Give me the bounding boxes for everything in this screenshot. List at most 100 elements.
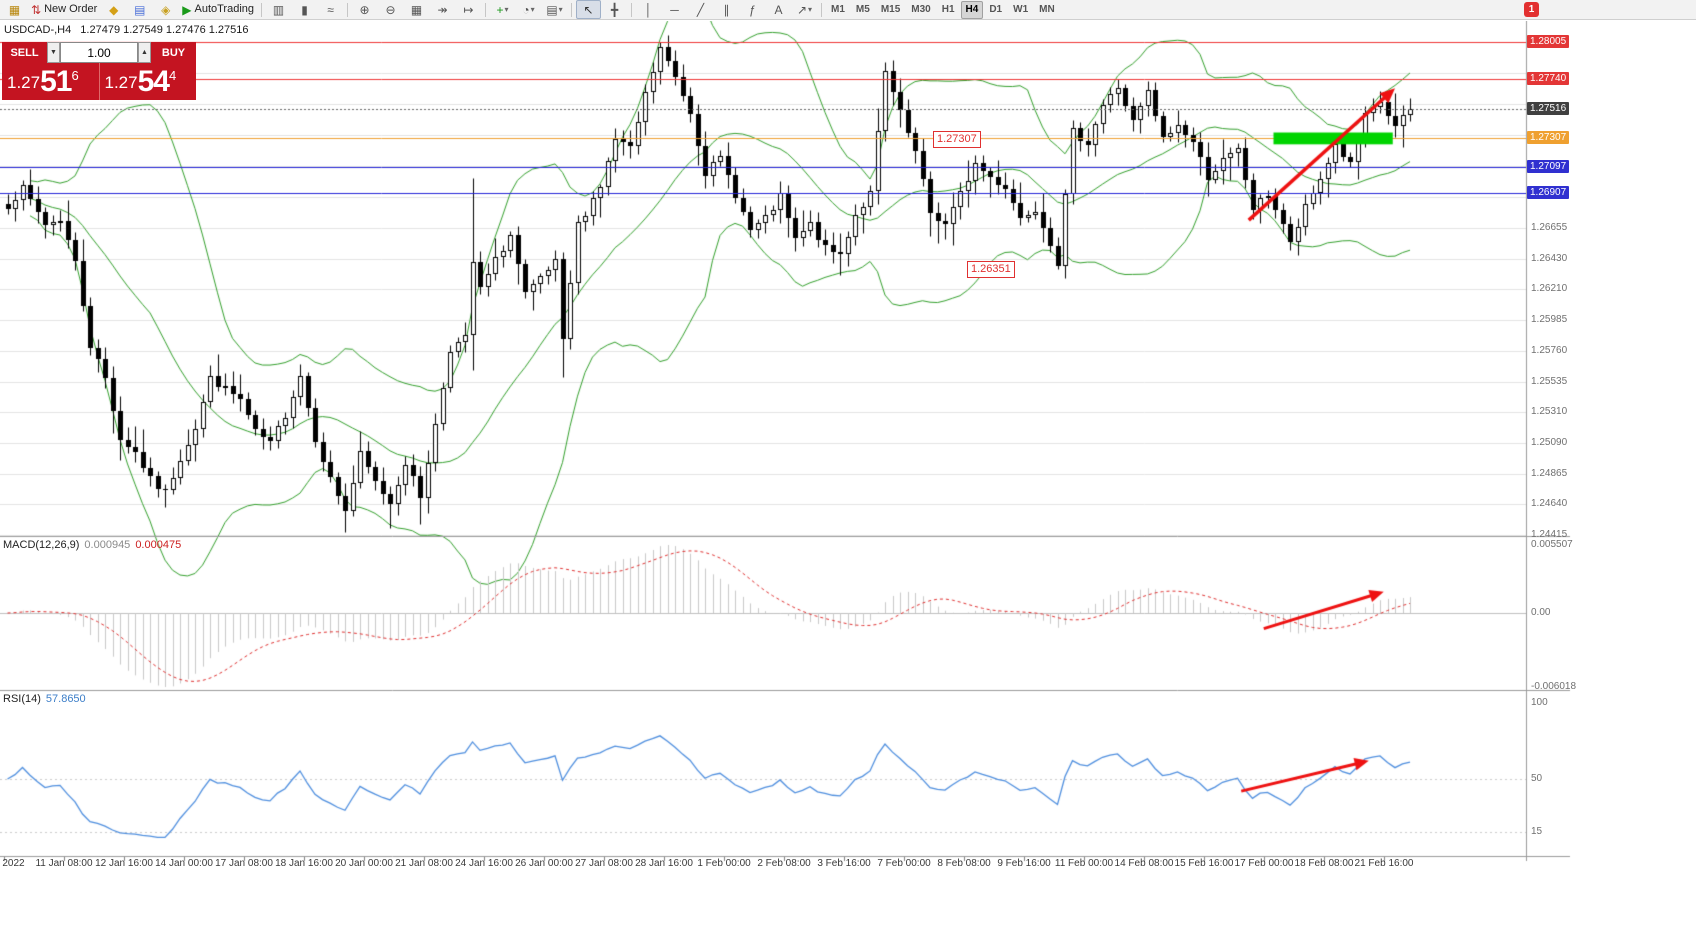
metaeditor-button[interactable]: ◆ bbox=[101, 0, 126, 19]
toolbar-separator bbox=[485, 2, 487, 17]
sell-button[interactable]: SELL bbox=[2, 42, 47, 63]
alerts-icon: ◈ bbox=[161, 2, 171, 17]
price-badge-1.27307: 1.27307 bbox=[1527, 131, 1570, 144]
price-axis-label: 1.24415 bbox=[1531, 529, 1568, 540]
horizontal-line-button[interactable]: ─ bbox=[662, 0, 687, 19]
macd-indicator-label: MACD(12,26,9) 0.000945 0.000475 bbox=[3, 539, 181, 551]
timeframe-button-m30[interactable]: M30 bbox=[911, 4, 931, 15]
zoom-out-button[interactable]: ⊖ bbox=[378, 0, 403, 19]
periods-button[interactable]: ◔ ▾ bbox=[516, 0, 541, 19]
templates-icon: ▤ bbox=[546, 2, 558, 17]
time-axis-label: 26 Jan 00:00 bbox=[515, 858, 573, 869]
bar-chart-type-button[interactable]: ▥ bbox=[266, 0, 291, 19]
timeframe-button-w1[interactable]: W1 bbox=[1013, 4, 1029, 15]
chevron-down-icon: ▾ bbox=[558, 4, 563, 14]
metaeditor-icon: ◆ bbox=[109, 2, 119, 17]
price-badge-1.27740: 1.27740 bbox=[1527, 72, 1570, 85]
buy-price-big: 54 bbox=[137, 65, 170, 98]
timeframe-button-d1[interactable]: D1 bbox=[989, 4, 1003, 15]
time-axis-label: 11 Jan 08:00 bbox=[35, 858, 93, 869]
chart-shift-icon: ↦ bbox=[463, 2, 474, 17]
time-axis-label: 18 Jan 16:00 bbox=[275, 858, 333, 869]
zoom-in-icon: ⊕ bbox=[359, 2, 370, 17]
tile-windows-button[interactable]: ▦ bbox=[404, 0, 429, 19]
cursor-button[interactable]: ↖ bbox=[576, 0, 602, 19]
auto-scroll-button[interactable]: ↠ bbox=[430, 0, 455, 19]
channel-button[interactable]: ∥ bbox=[714, 0, 739, 19]
arrows-button[interactable]: ↗ ▾ bbox=[792, 0, 817, 19]
volume-input[interactable] bbox=[60, 42, 138, 63]
price-level-label-1.26351[interactable]: 1.26351 bbox=[967, 261, 1015, 278]
fibonacci-button[interactable]: ƒ bbox=[740, 0, 765, 19]
time-axis-label: 12 Jan 16:00 bbox=[95, 858, 153, 869]
rsi-axis-label: 50 bbox=[1531, 773, 1543, 784]
price-level-label-1.27307[interactable]: 1.27307 bbox=[933, 131, 981, 148]
templates-button[interactable]: ▤ ▾ bbox=[542, 0, 567, 19]
autotrading-button[interactable]: ▶ AutoTrading bbox=[179, 0, 257, 19]
new-order-button-label: New Order bbox=[44, 3, 98, 15]
new-chart-button[interactable]: ▦ bbox=[2, 0, 27, 19]
buy-button[interactable]: BUY bbox=[151, 42, 196, 63]
price-axis-label: 1.26430 bbox=[1531, 253, 1568, 264]
rsi-name: RSI(14) bbox=[3, 693, 41, 705]
volume-decrease-button[interactable]: ▼ bbox=[47, 42, 60, 63]
timeframe-button-mn[interactable]: MN bbox=[1039, 4, 1055, 15]
timeframe-button-m15[interactable]: M15 bbox=[880, 4, 901, 15]
toolbar-separator bbox=[571, 2, 573, 17]
alerts-button[interactable]: ◈ bbox=[153, 0, 178, 19]
time-axis-label: 17 Jan 08:00 bbox=[215, 858, 273, 869]
time-axis-label: 8 Feb 08:00 bbox=[937, 858, 991, 869]
price-axis-label: 1.25535 bbox=[1531, 376, 1568, 387]
buy-price-sup: 4 bbox=[168, 68, 177, 83]
toolbar: ▦ ⇅ New Order ◆ ▤ ◈ ▶ AutoTrading ▥ ▮ ≈ ⊕ ⊖ ▦ ↠ ↦ + ▾ ◔ ▾ ▤ ▾… bbox=[0, 0, 1696, 20]
time-axis-label: 20 Jan 00:00 bbox=[335, 858, 393, 869]
chart-shift-button[interactable]: ↦ bbox=[456, 0, 481, 19]
timeframe-button-m5[interactable]: M5 bbox=[855, 4, 870, 15]
vertical-line-button[interactable]: │ bbox=[636, 0, 661, 19]
trendline-button[interactable]: ╱ bbox=[688, 0, 713, 19]
volume-increase-button[interactable]: ▲ bbox=[138, 42, 151, 63]
chevron-down-icon: ▾ bbox=[808, 4, 813, 14]
tile-windows-icon: ▦ bbox=[410, 2, 423, 17]
timeframe-button-h4[interactable]: H4 bbox=[960, 0, 984, 19]
time-axis-label: 28 Jan 16:00 bbox=[635, 858, 693, 869]
price-badge-1.27097: 1.27097 bbox=[1527, 160, 1570, 173]
time-axis-label: 7 Feb 00:00 bbox=[877, 858, 931, 869]
rsi-indicator-label: RSI(14) 57.8650 bbox=[3, 693, 86, 705]
sell-price[interactable]: 1.27 51 6 bbox=[2, 63, 99, 100]
new-chart-icon: ▦ bbox=[8, 2, 21, 17]
text-button[interactable]: A bbox=[766, 0, 791, 19]
indicators-button[interactable]: + ▾ bbox=[490, 0, 515, 19]
crosshair-icon: ╋ bbox=[610, 2, 619, 17]
notifications-badge[interactable]: 1 bbox=[1524, 2, 1539, 17]
timeframe-button-h1[interactable]: H1 bbox=[941, 4, 955, 15]
new-order-icon: ⇅ bbox=[31, 2, 42, 17]
trade-panel-prices: 1.27 51 6 1.27 54 4 bbox=[2, 63, 196, 100]
candlestick-type-button[interactable]: ▮ bbox=[292, 0, 317, 19]
new-order-button[interactable]: ⇅ New Order bbox=[28, 0, 100, 19]
sell-price-main: 1.27 bbox=[7, 73, 41, 92]
buy-price[interactable]: 1.27 54 4 bbox=[98, 63, 197, 100]
macd-signal-value: 0.000475 bbox=[135, 539, 182, 551]
vertical-line-icon: │ bbox=[644, 2, 653, 17]
strategy-tester-button[interactable]: ▤ bbox=[127, 0, 152, 19]
buy-price-main: 1.27 bbox=[104, 73, 138, 92]
line-chart-type-button[interactable]: ≈ bbox=[318, 0, 343, 19]
price-badge-1.26907: 1.26907 bbox=[1527, 186, 1570, 199]
zoom-in-button[interactable]: ⊕ bbox=[352, 0, 377, 19]
chart-header: USDCAD-,H4 1.27479 1.27549 1.27476 1.275… bbox=[4, 24, 249, 36]
price-chart-canvas[interactable] bbox=[0, 21, 1696, 871]
time-axis-label: 11 Feb 00:00 bbox=[1054, 858, 1114, 869]
arrows-icon: ↗ bbox=[796, 2, 808, 17]
price-axis-label: 1.25760 bbox=[1531, 345, 1568, 356]
channel-icon: ∥ bbox=[723, 2, 730, 17]
price-axis-label: 1.26655 bbox=[1531, 222, 1568, 233]
crosshair-button[interactable]: ╋ bbox=[602, 0, 627, 19]
macd-axis-label: 0.005507 bbox=[1531, 539, 1573, 550]
time-axis-label: Jan 2022 bbox=[0, 858, 25, 869]
timeframe-button-m1[interactable]: M1 bbox=[831, 4, 845, 15]
time-axis-label: 14 Jan 00:00 bbox=[155, 858, 213, 869]
horizontal-line-icon: ─ bbox=[670, 2, 679, 17]
